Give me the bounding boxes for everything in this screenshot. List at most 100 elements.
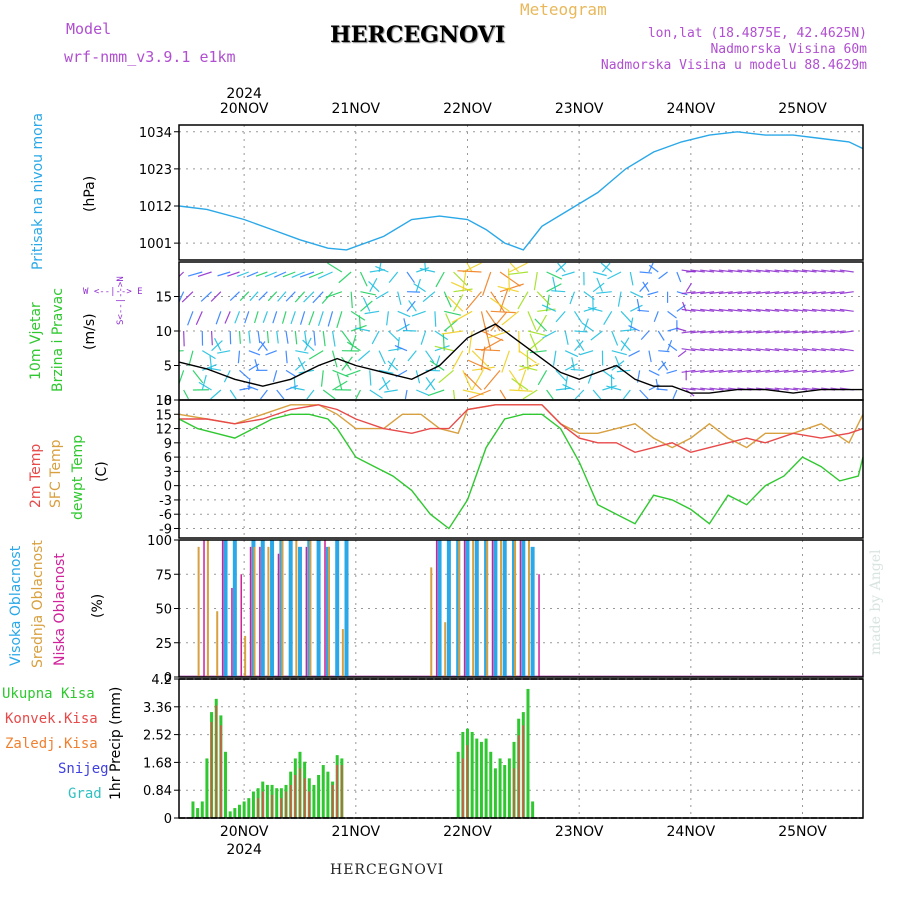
wind-arrow xyxy=(602,369,615,380)
ytick-label-cloud: 75 xyxy=(155,568,172,583)
wind-arrow xyxy=(475,348,501,352)
wind-arrow xyxy=(557,262,566,273)
wind-arrow xyxy=(187,311,194,326)
wind-arrow xyxy=(709,291,724,295)
ytick-label-temp: 9 xyxy=(164,437,172,452)
precip-bar-conv xyxy=(308,791,311,818)
precip-bar-total xyxy=(493,768,497,818)
wind-arrow xyxy=(551,290,566,293)
wind-arrow xyxy=(387,360,399,371)
wind-arrow xyxy=(299,311,306,325)
precip-bar-total xyxy=(489,751,493,818)
wind-arrow xyxy=(211,340,223,352)
wind-arrow xyxy=(294,291,306,303)
wind-arrow xyxy=(368,281,380,293)
wind-arrow xyxy=(425,378,436,391)
wind-arrow xyxy=(667,310,677,319)
wind-arrow xyxy=(266,330,270,344)
wind-arrow xyxy=(299,271,315,278)
wind-arrow xyxy=(406,271,415,284)
wind-arrow xyxy=(416,389,429,396)
wind-arrow xyxy=(718,330,733,334)
wind-arrow xyxy=(620,340,631,352)
wind-arrow xyxy=(517,291,529,310)
wind-arrow xyxy=(359,271,368,287)
wind-arrow xyxy=(364,310,380,315)
precip-bar-conv xyxy=(257,798,259,818)
precip-bar-conv xyxy=(220,725,222,818)
wind-arrow xyxy=(482,271,492,296)
wind-arrow xyxy=(341,330,353,346)
wind-arrow xyxy=(527,337,544,352)
cloud-bar-mid xyxy=(514,540,517,677)
wind-arrow xyxy=(413,283,426,293)
wind-arrow xyxy=(574,389,585,400)
precip-bar-total xyxy=(475,738,479,818)
precip-bar-total xyxy=(456,751,460,818)
cloud-bar-high xyxy=(260,540,265,677)
wind-arrow xyxy=(681,308,696,312)
wind-arrow xyxy=(765,348,780,352)
ytick-label-precip: 0.84 xyxy=(143,784,172,799)
wind-arrow xyxy=(419,267,436,273)
wind-arrow xyxy=(341,356,353,371)
wind-arrow xyxy=(371,330,380,345)
wind-arrow xyxy=(774,308,789,312)
page-title: HERCEGNOVI xyxy=(330,22,506,48)
cloud-bar-high xyxy=(474,540,479,677)
wind-arrow xyxy=(542,330,557,339)
wind-arrow xyxy=(774,348,789,352)
ytick-label-wind: 15 xyxy=(155,291,172,306)
wind-arrow xyxy=(336,311,343,328)
ytick-label-pressure: 1012 xyxy=(139,200,172,215)
wind-arrow xyxy=(821,269,836,273)
wind-arrow xyxy=(737,308,752,312)
wind-arrow xyxy=(793,369,808,373)
ytick-label-precip: 0 xyxy=(164,812,172,827)
wind-arrow xyxy=(592,271,607,277)
wind-arrow xyxy=(526,350,529,371)
wind-arrow xyxy=(427,389,445,397)
wind-arrow xyxy=(774,269,789,273)
altitude-label: Nadmorska Visina 60m xyxy=(710,42,867,57)
wind-arrow xyxy=(648,369,660,376)
ytick-label-temp: 18 xyxy=(155,394,172,409)
wind-arrow xyxy=(728,369,743,373)
wind-arrow xyxy=(425,376,436,391)
wind-arrow xyxy=(783,348,798,352)
wind-arrow xyxy=(508,271,529,276)
wind-arrow xyxy=(552,276,557,292)
wind-arrow xyxy=(317,311,324,327)
precip-bar-conv xyxy=(466,745,469,818)
cloud-bar-high xyxy=(223,540,228,677)
wind-arrow xyxy=(224,311,231,324)
wind-arrow xyxy=(483,369,501,390)
wind-arrow xyxy=(397,323,410,332)
precip-bar-conv xyxy=(331,784,334,818)
wind-arrow xyxy=(755,291,771,295)
wind-arrow xyxy=(562,383,575,391)
wind-arrow xyxy=(511,378,529,391)
cloud-bar-high xyxy=(232,540,237,677)
cloud-bar-low xyxy=(305,546,308,677)
wind-arrow xyxy=(350,291,353,309)
wind-arrow xyxy=(450,281,473,293)
wind-speed-line xyxy=(178,323,863,394)
wind-arrow xyxy=(648,350,652,363)
wind-arrow xyxy=(637,309,650,312)
wind-arrow xyxy=(285,350,288,364)
wind-arrow xyxy=(485,310,501,332)
wind-arrow xyxy=(617,291,622,307)
wind-arrow xyxy=(676,271,682,283)
wind-arrow xyxy=(685,282,692,292)
wind-arrow xyxy=(425,369,441,372)
wind-arrow xyxy=(394,345,408,352)
ytick-label-pressure: 1034 xyxy=(139,126,172,141)
cloud-bar-low xyxy=(435,540,438,677)
wind-arrow xyxy=(529,333,538,351)
wind-arrow xyxy=(282,271,296,278)
wind-arrow xyxy=(345,369,361,377)
wind-arrow xyxy=(737,269,752,273)
wind-arrow xyxy=(285,330,289,344)
wind-arrow xyxy=(579,350,594,356)
